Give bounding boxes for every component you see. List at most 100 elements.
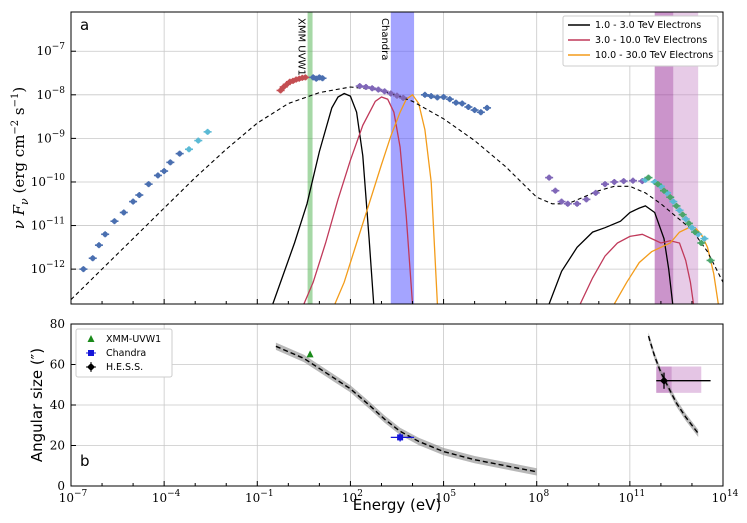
y-tick-label: 10−7	[36, 42, 65, 58]
energy-band	[390, 12, 415, 304]
data-point	[583, 196, 589, 203]
data-point	[363, 84, 369, 90]
electron-model-curve	[548, 205, 674, 304]
data-point	[621, 178, 627, 184]
data-point	[90, 255, 96, 261]
data-point	[565, 201, 571, 207]
data-point	[707, 257, 714, 264]
x-tick-label: 1011	[618, 489, 645, 505]
data-point	[121, 209, 127, 216]
data-point	[400, 95, 406, 101]
data-point	[683, 216, 689, 222]
data-point	[484, 105, 490, 111]
data-point	[593, 190, 599, 196]
data-point	[375, 86, 381, 93]
data-point	[195, 137, 201, 144]
y-tick-label: 10−12	[31, 260, 65, 276]
total-model-curve	[71, 86, 723, 300]
data-point	[673, 203, 680, 209]
band-label: Chandra	[379, 18, 390, 60]
data-point	[130, 198, 136, 205]
panel-b-points	[306, 350, 711, 442]
band-label: XMM UVW1	[296, 18, 307, 76]
y-tick-label: 10−11	[31, 217, 65, 233]
legend-box	[562, 15, 719, 67]
y-tick-label: 10−10	[31, 173, 66, 189]
data-point	[661, 188, 667, 194]
y-tick-label: 60	[50, 358, 65, 372]
panel-a-legend: 1.0 - 3.0 TeV Electrons 3.0 - 10.0 TeV El…	[562, 15, 719, 67]
electron-model-curve	[272, 92, 375, 304]
data-point	[701, 236, 707, 242]
y-tick-label: 80	[50, 317, 65, 331]
x-tick-label: 10−1	[245, 489, 274, 505]
data-point	[558, 198, 565, 205]
data-point	[689, 225, 695, 231]
data-point	[680, 212, 686, 218]
legend-box	[75, 328, 173, 378]
data-point	[167, 159, 173, 165]
energy-band	[654, 12, 674, 304]
x-tick-label: 102	[342, 489, 363, 505]
data-point	[388, 90, 394, 97]
data-point	[453, 100, 459, 106]
data-point	[667, 194, 673, 200]
data-point	[611, 179, 617, 185]
y-tick-label: 0	[57, 479, 65, 493]
legend-label: H.E.S.S.	[106, 362, 143, 373]
x-axis-ticks: 10−7 10−4 10−1 102 105 108 1011 1014	[59, 299, 739, 505]
data-point	[472, 107, 478, 113]
legend-marker	[87, 335, 95, 342]
x-tick-label: 1014	[712, 489, 739, 505]
data-point	[146, 181, 152, 187]
size-uncertainty-band	[275, 342, 537, 476]
data-point	[136, 192, 142, 198]
data-point	[96, 242, 102, 248]
legend-label: Chandra	[106, 348, 146, 359]
panel-a-model-curves	[71, 86, 723, 304]
data-point	[394, 93, 400, 99]
electron-model-curve	[303, 96, 414, 304]
data-point	[80, 266, 87, 272]
data-point	[655, 181, 661, 187]
panel-a-data-points	[79, 74, 715, 273]
data-point	[369, 85, 375, 91]
panel-b-letter: b	[80, 452, 90, 470]
data-point	[186, 146, 192, 152]
x-tick-label: 10−7	[59, 489, 88, 505]
data-point	[459, 100, 465, 107]
panel-b-legend: XMM-UVW1 Chandra H.E.S.S.	[75, 328, 173, 378]
data-point	[102, 231, 108, 237]
hess-point	[660, 376, 669, 385]
legend-marker	[88, 350, 94, 356]
data-point	[692, 229, 698, 235]
data-point	[381, 88, 388, 94]
electron-model-curve	[613, 227, 719, 304]
data-point	[630, 178, 636, 184]
panel-a-y-ticks: 10−12 10−11 10−10 10−9 10−8 10−7	[31, 42, 76, 276]
data-point	[465, 104, 472, 110]
data-point	[434, 94, 440, 101]
data-point	[277, 87, 284, 94]
panel-b-curves	[275, 332, 699, 476]
legend-label: 10.0 - 30.0 TeV Electrons	[595, 50, 713, 61]
electron-model-curve	[579, 233, 695, 304]
chandra-point	[397, 434, 404, 441]
data-point	[440, 94, 447, 100]
data-point	[602, 181, 608, 187]
y-tick-label: 20	[50, 439, 65, 453]
data-point	[161, 168, 167, 174]
data-point	[478, 109, 484, 115]
energy-band	[307, 12, 313, 304]
y-tick-label: 10−8	[36, 86, 65, 102]
data-point	[155, 172, 161, 179]
x-axis-label: Energy (eV)	[353, 496, 441, 514]
size-model-curve	[647, 335, 699, 434]
data-point	[428, 93, 434, 99]
x-tick-label: 105	[435, 489, 456, 505]
x-tick-label: 10−4	[152, 489, 181, 505]
data-point	[177, 151, 183, 157]
xmm-point	[306, 350, 314, 358]
data-point	[670, 198, 676, 205]
data-point	[447, 96, 453, 102]
